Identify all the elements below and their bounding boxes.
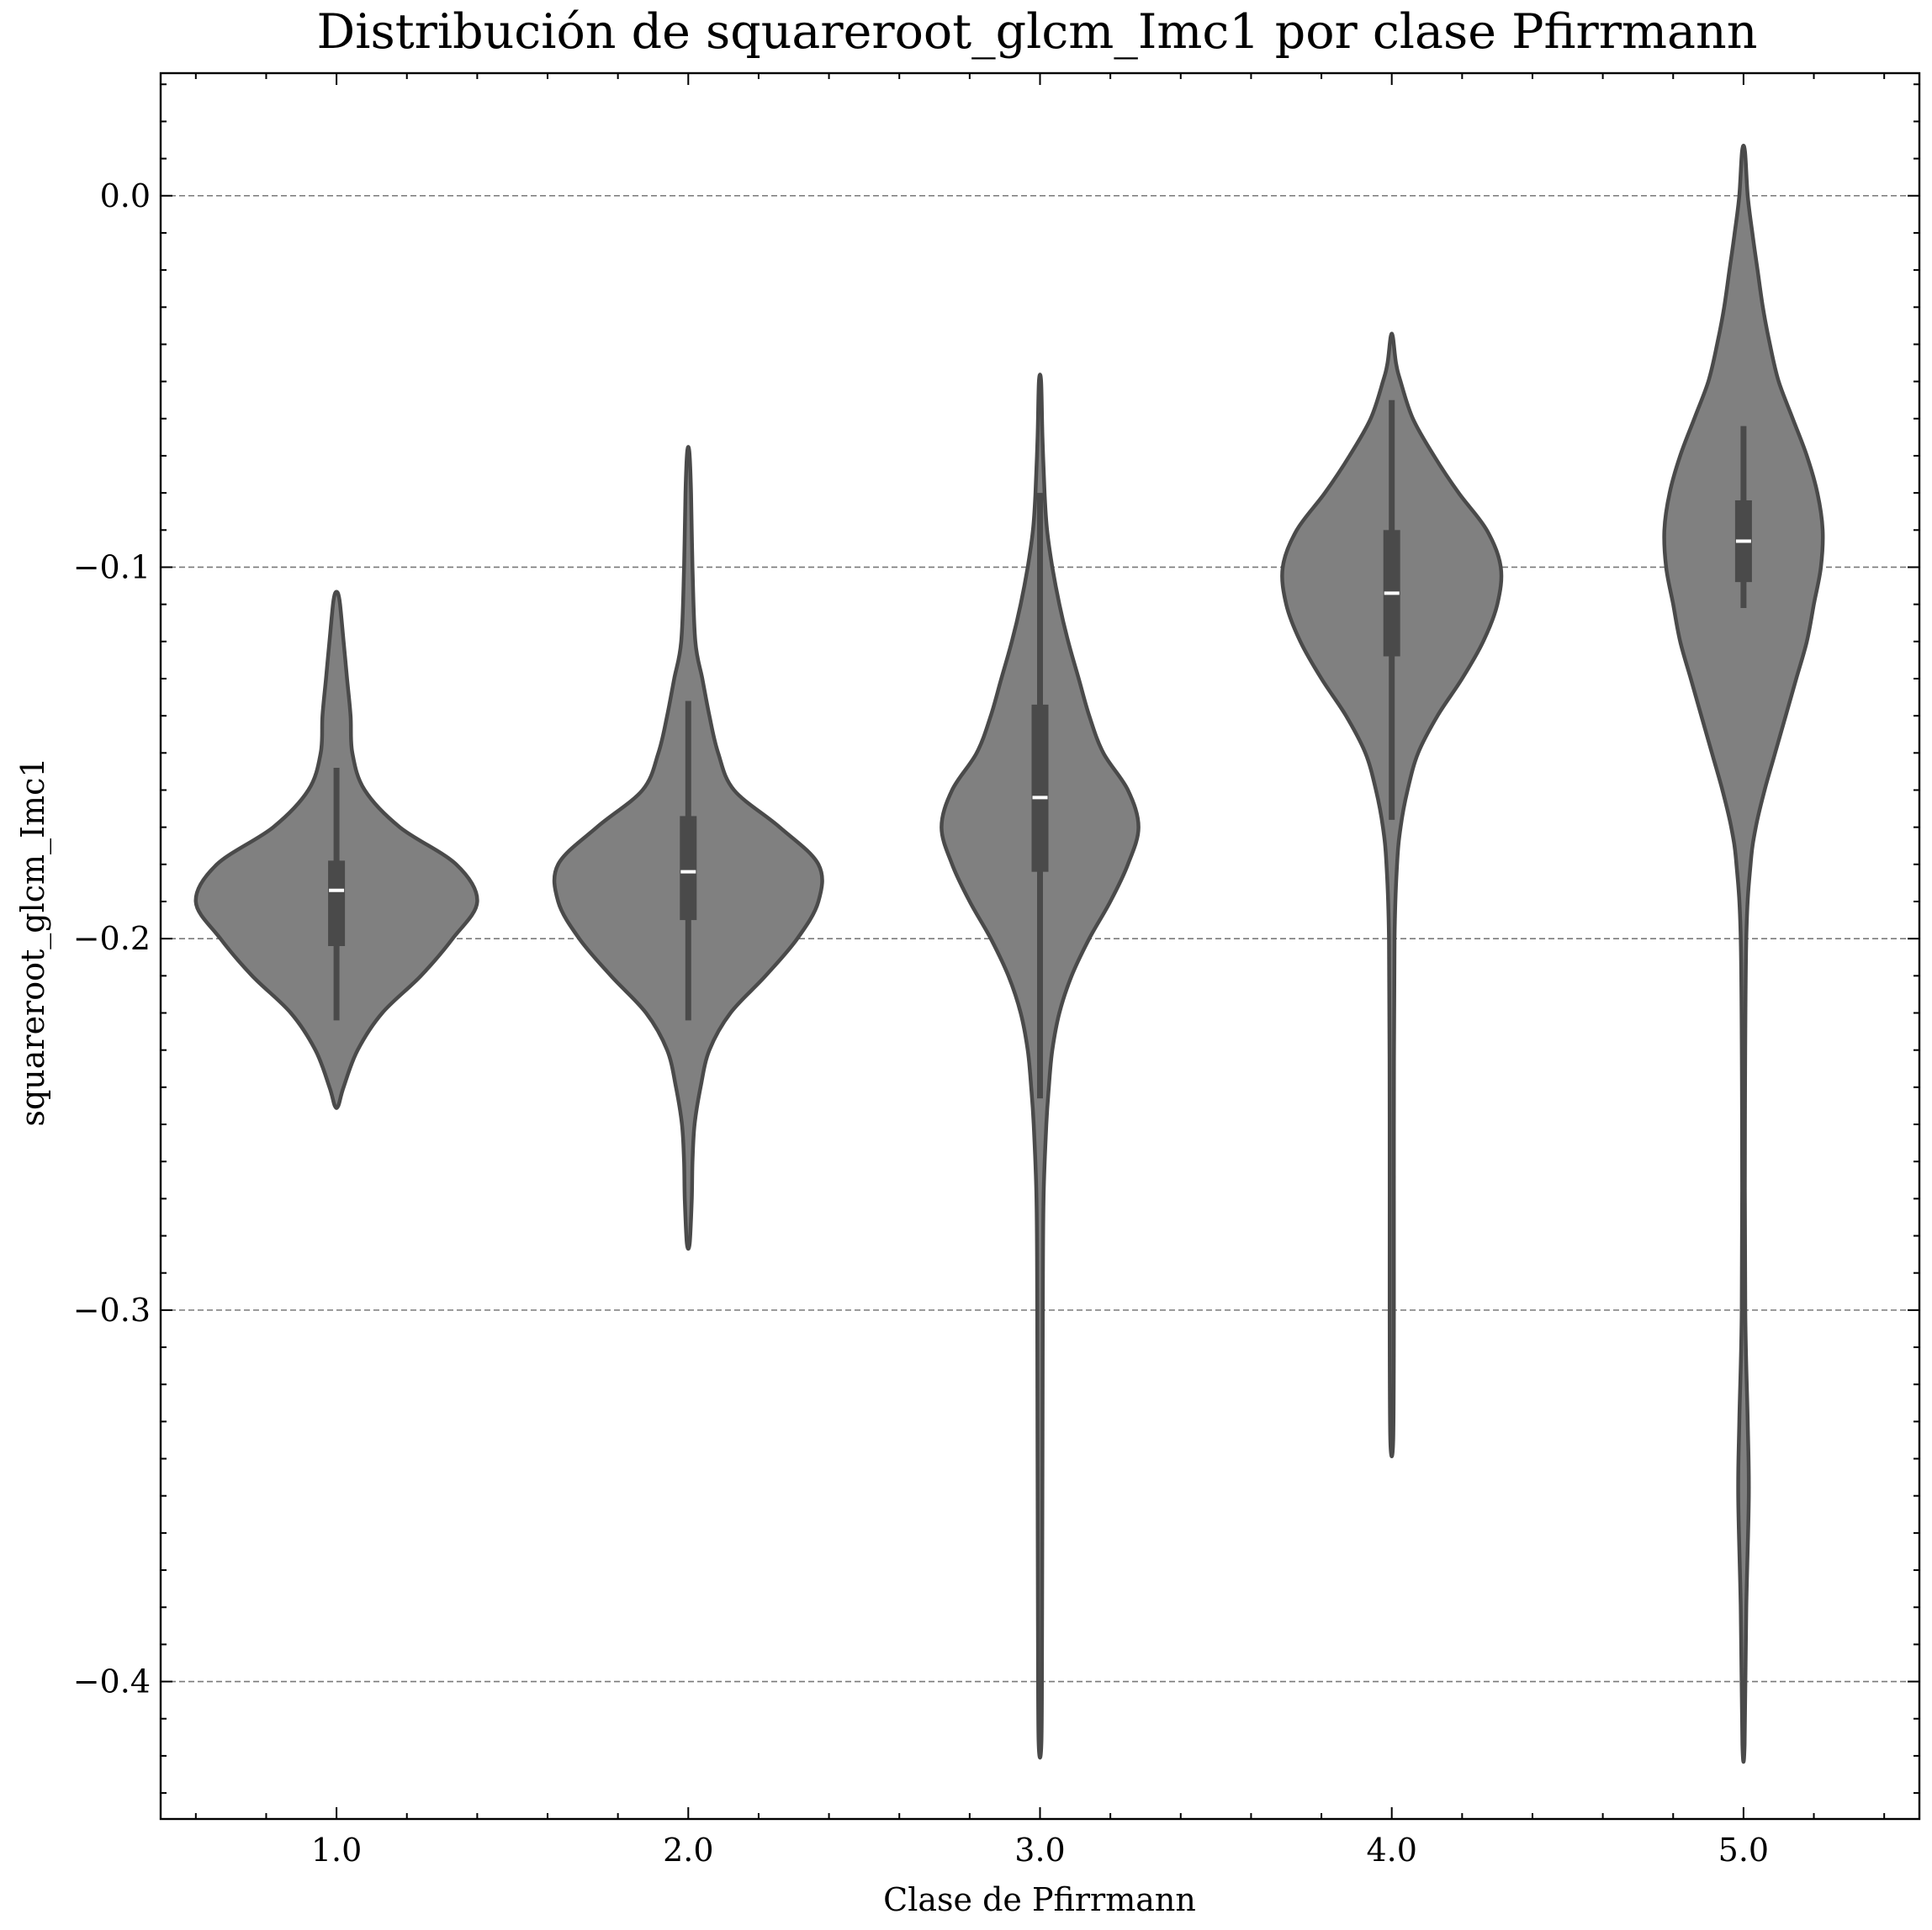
x-tick-label: 1.0	[311, 1832, 362, 1869]
x-tick-label: 3.0	[1014, 1832, 1065, 1869]
x-tick-label: 5.0	[1718, 1832, 1769, 1869]
y-tick-label: −0.4	[73, 1663, 151, 1700]
violins	[196, 145, 1823, 1762]
iqr-box	[680, 816, 696, 920]
iqr-box	[1032, 705, 1049, 872]
y-tick-label: −0.3	[73, 1292, 151, 1329]
iqr-box	[328, 860, 345, 946]
violin-3.0	[941, 374, 1138, 1758]
violin-1.0	[196, 592, 478, 1108]
y-axis-label: squareroot_glcm_Imc1	[14, 757, 52, 1126]
y-tick-label: −0.2	[73, 920, 151, 957]
chart-title: Distribución de squareroot_glcm_Imc1 por…	[317, 4, 1758, 60]
y-tick-label: 0.0	[100, 177, 151, 214]
violin-4.0	[1282, 334, 1501, 1457]
x-tick-label: 2.0	[663, 1832, 713, 1869]
y-tick-label: −0.1	[73, 548, 151, 585]
violin-body	[1665, 145, 1823, 1762]
x-tick-label: 4.0	[1366, 1832, 1416, 1869]
violin-5.0	[1665, 145, 1823, 1762]
x-axis-label: Clase de Pfirrmann	[883, 1881, 1196, 1918]
